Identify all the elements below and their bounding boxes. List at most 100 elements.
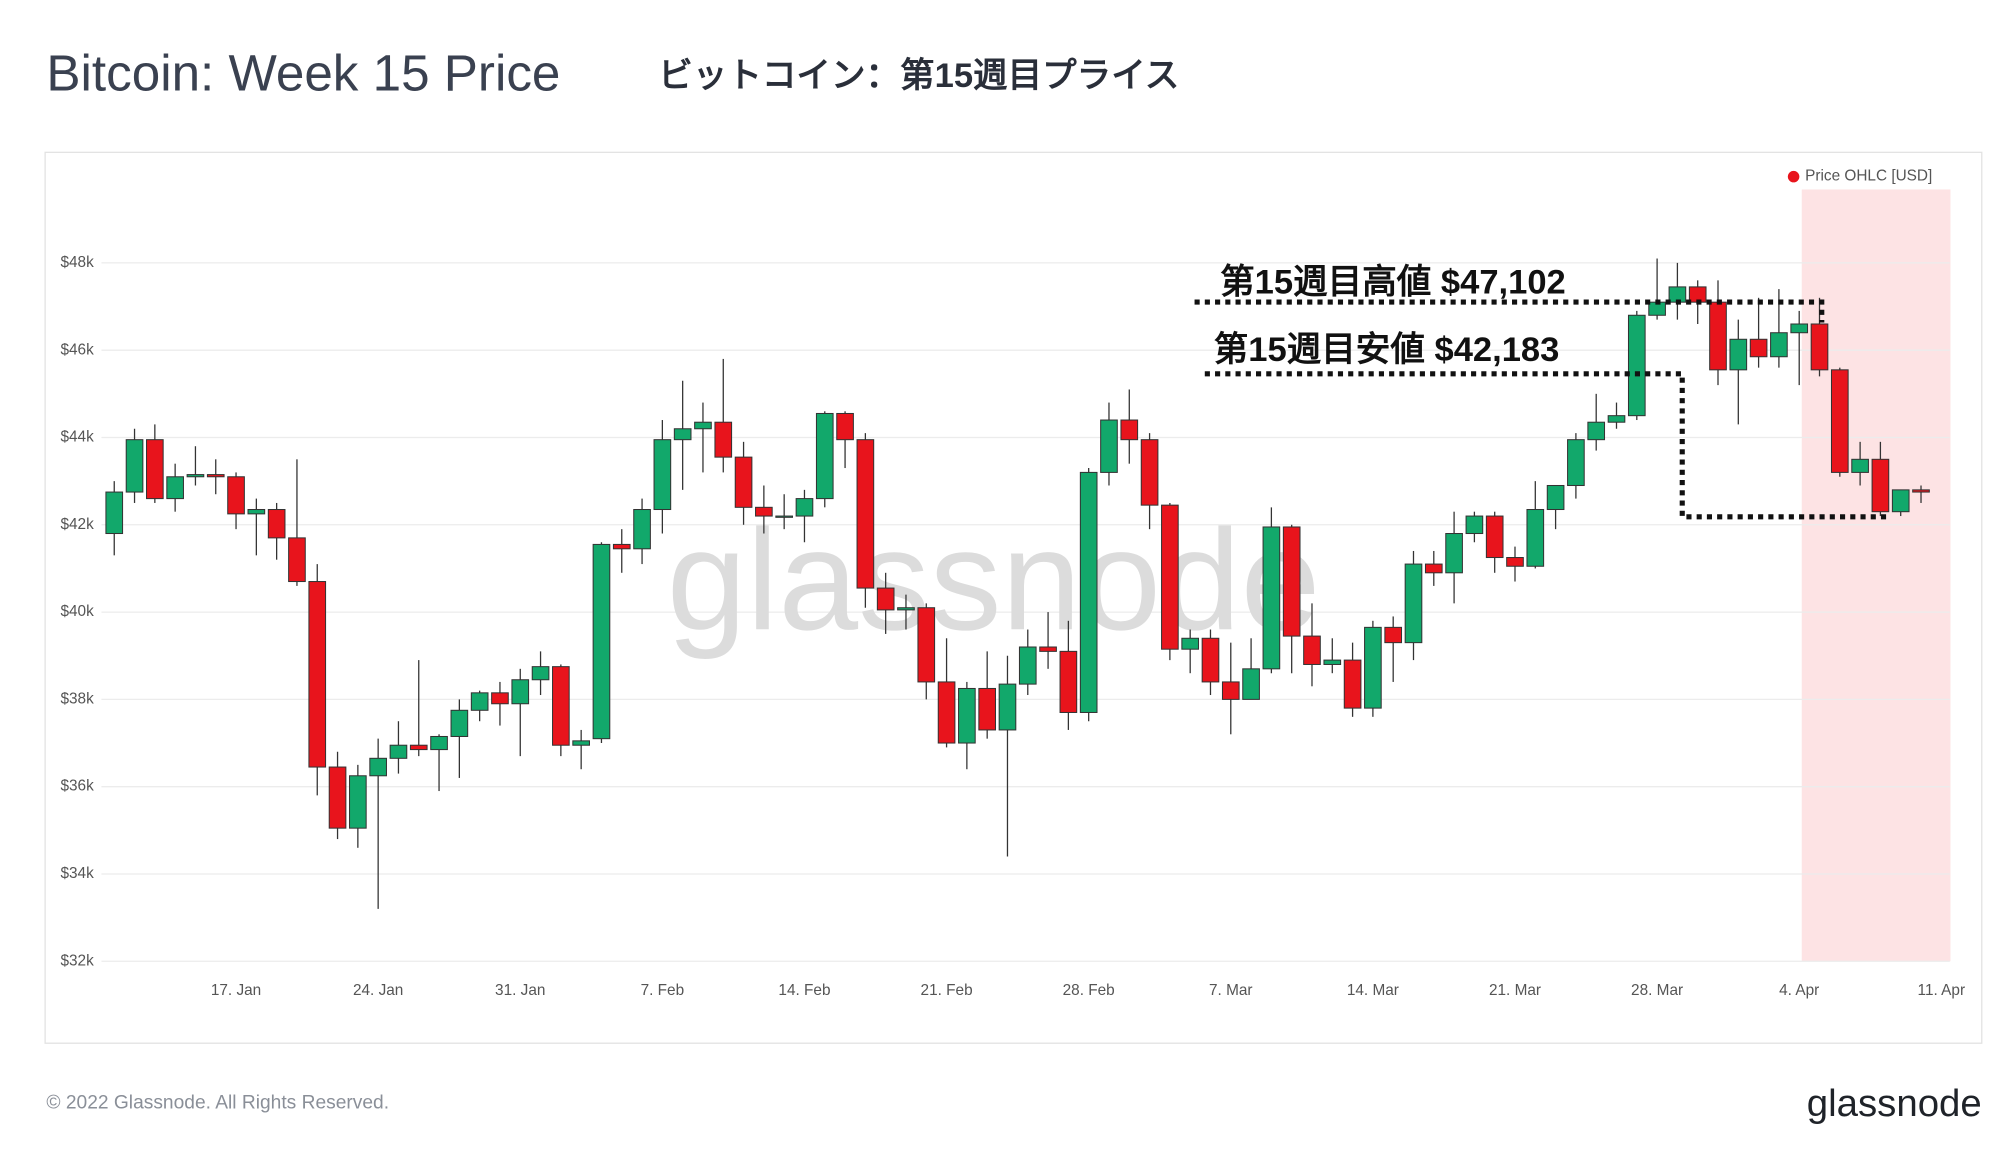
chart-subtitle: ビットコイン：第15週目プライス [658, 57, 1179, 95]
candle-body [1526, 508, 1545, 567]
candle-body [511, 679, 530, 705]
candle-body [1607, 415, 1626, 423]
candle-body [409, 744, 428, 751]
candle-body [1201, 637, 1220, 683]
candle-body [1262, 526, 1281, 670]
candle-body [1364, 626, 1382, 709]
candle-body [1709, 301, 1727, 371]
candle-body [1424, 563, 1443, 574]
candle-body [328, 766, 347, 829]
candle-body [166, 476, 184, 500]
candle-body [633, 508, 651, 550]
candle-body [1506, 557, 1524, 567]
candle-body [673, 428, 692, 441]
candle-body [1384, 626, 1403, 644]
candle-body [146, 439, 164, 500]
y-tick-label: $40k [60, 603, 94, 620]
y-tick-label: $36k [60, 778, 94, 795]
candle-body [1120, 419, 1139, 441]
candle-body [714, 421, 733, 458]
x-tick-label: 7. Feb [641, 982, 685, 999]
candle-body [1749, 338, 1768, 358]
candle-body [288, 537, 306, 583]
candle-body [369, 757, 387, 777]
candle-body [308, 581, 327, 768]
candle-body [125, 439, 144, 493]
watermark: glassnode [667, 500, 1321, 660]
candle-body [552, 666, 570, 746]
candle-body [1891, 489, 1910, 513]
candle-body [1059, 650, 1078, 713]
annotation-label: 第15週目安値 $42,183 [1214, 331, 1560, 369]
y-tick-label: $48k [60, 254, 94, 271]
candle-body [1465, 515, 1484, 535]
x-tick-label: 17. Jan [211, 982, 261, 999]
candle-body [1242, 668, 1260, 700]
candle-body [1790, 323, 1809, 334]
candle-body [897, 607, 915, 611]
candle-body [1303, 635, 1321, 665]
candle-body [1161, 504, 1179, 650]
candle-body [1404, 563, 1423, 644]
candle-body [1140, 439, 1159, 506]
candle-body [470, 692, 489, 711]
candle-body [1282, 526, 1301, 637]
candle-body [1587, 421, 1606, 441]
x-tick-label: 28. Mar [1631, 982, 1683, 999]
x-tick-label: 21. Mar [1489, 982, 1541, 999]
candle-body [572, 740, 590, 746]
y-tick-label: $42k [60, 516, 94, 533]
annotation-line [1194, 299, 1825, 323]
y-tick-label: $46k [60, 341, 94, 358]
candle-body [267, 508, 286, 539]
candle-body [694, 421, 712, 430]
candle-body [227, 476, 245, 515]
x-tick-label: 21. Feb [921, 982, 973, 999]
highlight-region [1801, 189, 1951, 962]
candle-body [755, 506, 773, 517]
candle-body [430, 735, 448, 751]
x-tick-label: 28. Feb [1063, 982, 1115, 999]
candle-body [1079, 471, 1098, 713]
candle-body [247, 508, 266, 515]
chart-title: Bitcoin: Week 15 Price [46, 44, 560, 101]
candle-body [876, 587, 895, 611]
x-tick-label: 24. Jan [353, 982, 403, 999]
candle-body [1567, 439, 1585, 487]
candle-body [795, 498, 814, 517]
candle-body [1445, 533, 1463, 574]
annotation-label: 第15週目高値 $47,102 [1220, 263, 1566, 301]
candle-body [937, 681, 956, 744]
x-tick-label: 14. Mar [1347, 982, 1399, 999]
legend-label: Price OHLC [USD] [1805, 168, 1932, 185]
candle-body [1912, 489, 1930, 493]
x-tick-label: 4. Apr [1779, 982, 1819, 999]
candle-body [1181, 637, 1200, 650]
candle-body [1018, 646, 1037, 685]
candle-body [592, 543, 611, 740]
x-tick-label: 14. Feb [778, 982, 830, 999]
candle-body [958, 687, 976, 744]
candle-body [1039, 646, 1057, 652]
candle-body [450, 709, 469, 737]
annotation-line [1204, 371, 1890, 520]
candle-body [1810, 323, 1829, 371]
candle-body [389, 744, 408, 759]
background-layer: $32k $34k $36k $38k $40k $42k $44k $46k $48k 17. … [60, 189, 1965, 999]
candle-body [1343, 659, 1362, 709]
plot-layer: 第15週目高値 $47,102 第15週目安値 $42,183 [105, 258, 1930, 909]
candle-body [491, 692, 509, 705]
candle-body [856, 439, 875, 589]
candle-body [612, 543, 631, 550]
candle-body [836, 412, 854, 441]
candle-body [734, 456, 753, 508]
candle-body [775, 515, 793, 518]
candle-body [531, 666, 550, 681]
x-tick-label: 31. Jan [495, 982, 545, 999]
candle-body [1627, 314, 1646, 417]
candle-body [1546, 484, 1565, 511]
candle-body [653, 439, 672, 511]
candle-body [1830, 369, 1849, 473]
